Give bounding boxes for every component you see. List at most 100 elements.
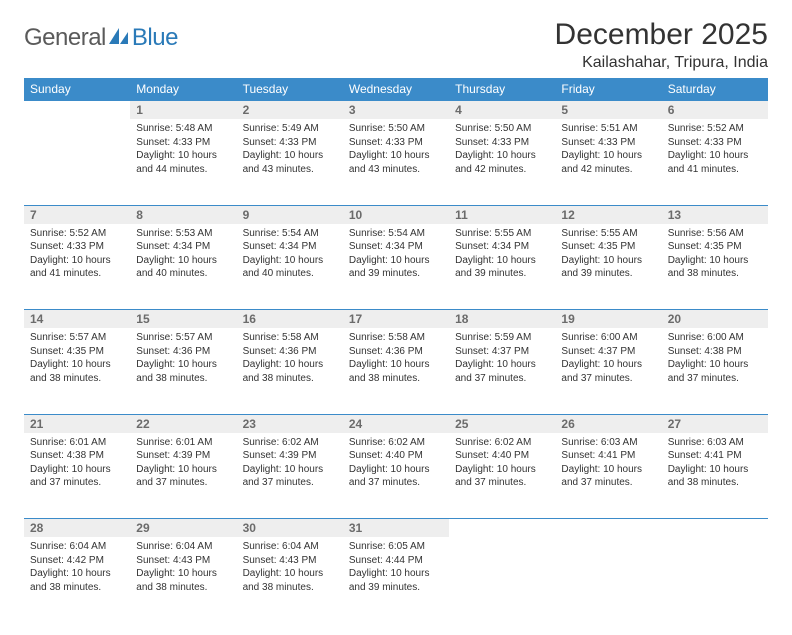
brand-logo: General Blue (24, 24, 178, 52)
day-content-cell: Sunrise: 5:54 AMSunset: 4:34 PMDaylight:… (237, 224, 343, 310)
sunset-line: Sunset: 4:38 PM (668, 345, 762, 359)
day-number-cell: 31 (343, 519, 449, 538)
sunset-line: Sunset: 4:35 PM (668, 240, 762, 254)
daylight-line: Daylight: 10 hours and 37 minutes. (136, 463, 230, 490)
daylight-line: Daylight: 10 hours and 39 minutes. (455, 254, 549, 281)
day-content-cell: Sunrise: 6:04 AMSunset: 4:43 PMDaylight:… (237, 537, 343, 623)
daylight-line: Daylight: 10 hours and 37 minutes. (561, 463, 655, 490)
day-number-cell: 25 (449, 414, 555, 433)
day-content-cell: Sunrise: 6:03 AMSunset: 4:41 PMDaylight:… (662, 433, 768, 519)
day-number-row: 28293031 (24, 519, 768, 538)
daylight-line: Daylight: 10 hours and 38 minutes. (30, 358, 124, 385)
location-text: Kailashahar, Tripura, India (555, 54, 768, 72)
day-number-cell (555, 519, 661, 538)
sunset-line: Sunset: 4:42 PM (30, 554, 124, 568)
daylight-line: Daylight: 10 hours and 37 minutes. (30, 463, 124, 490)
day-content-cell: Sunrise: 5:55 AMSunset: 4:35 PMDaylight:… (555, 224, 661, 310)
sunset-line: Sunset: 4:33 PM (136, 136, 230, 150)
sunrise-line: Sunrise: 6:04 AM (30, 540, 124, 554)
daylight-line: Daylight: 10 hours and 38 minutes. (243, 358, 337, 385)
sunrise-line: Sunrise: 6:01 AM (136, 436, 230, 450)
day-number-row: 14151617181920 (24, 310, 768, 329)
day-content-cell: Sunrise: 6:00 AMSunset: 4:37 PMDaylight:… (555, 328, 661, 414)
sunrise-line: Sunrise: 5:51 AM (561, 122, 655, 136)
day-number-cell: 24 (343, 414, 449, 433)
day-content-cell: Sunrise: 5:51 AMSunset: 4:33 PMDaylight:… (555, 119, 661, 205)
day-number-cell: 21 (24, 414, 130, 433)
daylight-line: Daylight: 10 hours and 38 minutes. (136, 567, 230, 594)
sunset-line: Sunset: 4:41 PM (561, 449, 655, 463)
sunrise-line: Sunrise: 5:57 AM (30, 331, 124, 345)
day-content-cell: Sunrise: 5:52 AMSunset: 4:33 PMDaylight:… (662, 119, 768, 205)
brand-text-1: General (24, 24, 106, 52)
sunrise-line: Sunrise: 6:03 AM (668, 436, 762, 450)
day-content-cell (449, 537, 555, 623)
sunrise-line: Sunrise: 5:56 AM (668, 227, 762, 241)
day-number-cell: 3 (343, 101, 449, 120)
sunrise-line: Sunrise: 6:04 AM (243, 540, 337, 554)
day-content-cell: Sunrise: 5:50 AMSunset: 4:33 PMDaylight:… (449, 119, 555, 205)
day-content-row: Sunrise: 6:01 AMSunset: 4:38 PMDaylight:… (24, 433, 768, 519)
day-content-cell: Sunrise: 5:58 AMSunset: 4:36 PMDaylight:… (237, 328, 343, 414)
sunrise-line: Sunrise: 5:58 AM (349, 331, 443, 345)
header: General Blue December 2025 Kailashahar, … (24, 18, 768, 72)
day-number-cell: 13 (662, 205, 768, 224)
day-number-cell (449, 519, 555, 538)
day-number-cell: 15 (130, 310, 236, 329)
day-content-row: Sunrise: 5:57 AMSunset: 4:35 PMDaylight:… (24, 328, 768, 414)
sunset-line: Sunset: 4:36 PM (243, 345, 337, 359)
day-number-cell: 23 (237, 414, 343, 433)
day-number-cell: 27 (662, 414, 768, 433)
sunrise-line: Sunrise: 6:01 AM (30, 436, 124, 450)
daylight-line: Daylight: 10 hours and 42 minutes. (561, 149, 655, 176)
daylight-line: Daylight: 10 hours and 38 minutes. (349, 358, 443, 385)
day-number-cell: 9 (237, 205, 343, 224)
day-content-cell: Sunrise: 6:04 AMSunset: 4:42 PMDaylight:… (24, 537, 130, 623)
day-content-cell: Sunrise: 6:01 AMSunset: 4:39 PMDaylight:… (130, 433, 236, 519)
sunset-line: Sunset: 4:34 PM (136, 240, 230, 254)
day-content-cell: Sunrise: 5:55 AMSunset: 4:34 PMDaylight:… (449, 224, 555, 310)
sunset-line: Sunset: 4:37 PM (561, 345, 655, 359)
weekday-header: Wednesday (343, 78, 449, 101)
day-number-row: 21222324252627 (24, 414, 768, 433)
sunrise-line: Sunrise: 5:48 AM (136, 122, 230, 136)
day-content-cell: Sunrise: 5:50 AMSunset: 4:33 PMDaylight:… (343, 119, 449, 205)
sunset-line: Sunset: 4:36 PM (349, 345, 443, 359)
day-number-cell: 16 (237, 310, 343, 329)
sunset-line: Sunset: 4:33 PM (243, 136, 337, 150)
sunset-line: Sunset: 4:33 PM (455, 136, 549, 150)
sunrise-line: Sunrise: 6:04 AM (136, 540, 230, 554)
day-content-cell: Sunrise: 5:52 AMSunset: 4:33 PMDaylight:… (24, 224, 130, 310)
day-content-cell: Sunrise: 6:02 AMSunset: 4:39 PMDaylight:… (237, 433, 343, 519)
day-content-cell: Sunrise: 5:58 AMSunset: 4:36 PMDaylight:… (343, 328, 449, 414)
sunrise-line: Sunrise: 6:02 AM (455, 436, 549, 450)
day-number-cell: 14 (24, 310, 130, 329)
day-number-cell: 12 (555, 205, 661, 224)
day-number-cell: 18 (449, 310, 555, 329)
day-number-cell: 30 (237, 519, 343, 538)
sunset-line: Sunset: 4:38 PM (30, 449, 124, 463)
sunrise-line: Sunrise: 5:50 AM (455, 122, 549, 136)
sunset-line: Sunset: 4:37 PM (455, 345, 549, 359)
sunrise-line: Sunrise: 5:59 AM (455, 331, 549, 345)
sunset-line: Sunset: 4:35 PM (30, 345, 124, 359)
sunset-line: Sunset: 4:34 PM (455, 240, 549, 254)
day-content-cell: Sunrise: 6:00 AMSunset: 4:38 PMDaylight:… (662, 328, 768, 414)
sunrise-line: Sunrise: 5:49 AM (243, 122, 337, 136)
day-content-cell: Sunrise: 6:01 AMSunset: 4:38 PMDaylight:… (24, 433, 130, 519)
daylight-line: Daylight: 10 hours and 41 minutes. (668, 149, 762, 176)
day-number-row: 78910111213 (24, 205, 768, 224)
day-content-cell: Sunrise: 5:48 AMSunset: 4:33 PMDaylight:… (130, 119, 236, 205)
daylight-line: Daylight: 10 hours and 42 minutes. (455, 149, 549, 176)
daylight-line: Daylight: 10 hours and 39 minutes. (349, 567, 443, 594)
sunrise-line: Sunrise: 5:53 AM (136, 227, 230, 241)
weekday-header: Thursday (449, 78, 555, 101)
sunrise-line: Sunrise: 5:58 AM (243, 331, 337, 345)
sunrise-line: Sunrise: 5:50 AM (349, 122, 443, 136)
weekday-header: Friday (555, 78, 661, 101)
day-number-cell: 20 (662, 310, 768, 329)
day-content-cell: Sunrise: 5:49 AMSunset: 4:33 PMDaylight:… (237, 119, 343, 205)
daylight-line: Daylight: 10 hours and 37 minutes. (349, 463, 443, 490)
weekday-header: Sunday (24, 78, 130, 101)
sunset-line: Sunset: 4:39 PM (136, 449, 230, 463)
